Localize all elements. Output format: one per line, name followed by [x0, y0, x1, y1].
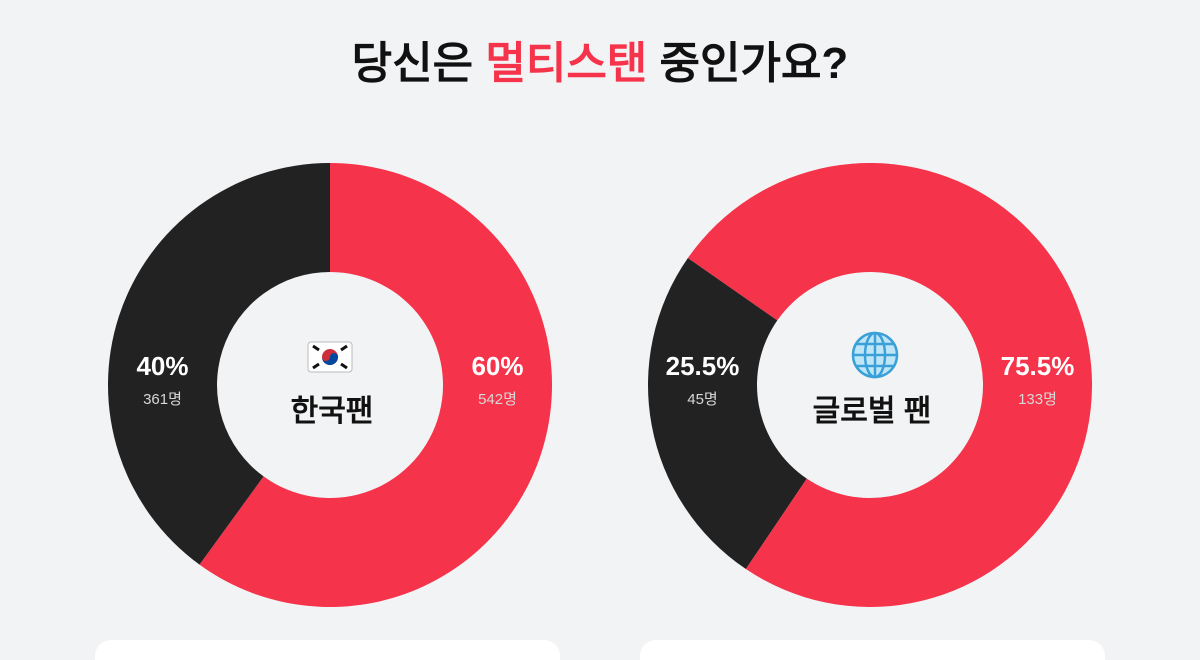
count-label: 45명	[687, 391, 718, 408]
card	[95, 640, 560, 660]
title: 당신은 멀티스탠 중인가요?	[352, 39, 849, 88]
title-part: 당신은	[352, 39, 473, 88]
count-label: 542명	[478, 391, 517, 408]
donut-slice	[199, 163, 553, 607]
flag-icon	[307, 341, 353, 373]
title-part: 중인가요?	[660, 39, 849, 88]
value-label: 40%	[136, 351, 188, 381]
globe-icon	[851, 331, 899, 379]
donut-slice	[108, 163, 330, 565]
count-label: 361명	[143, 391, 182, 408]
value-label: 75.5%	[1001, 351, 1075, 381]
card	[640, 640, 1105, 660]
center-label: 글로벌 팬	[813, 395, 932, 428]
center-label: 한국팬	[291, 395, 374, 428]
donut-slice	[648, 258, 807, 570]
value-label: 25.5%	[666, 351, 740, 381]
count-label: 133명	[1018, 391, 1057, 408]
title-highlight: 멀티스탠	[485, 39, 647, 88]
donut-slice	[687, 163, 1092, 607]
value-label: 60%	[471, 351, 523, 381]
